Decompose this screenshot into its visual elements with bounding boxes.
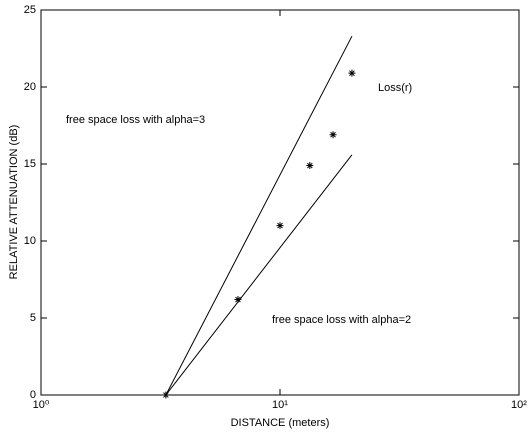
marker — [234, 296, 242, 304]
marker — [162, 391, 170, 399]
plot-frame — [40, 9, 520, 396]
y-tick-label: 25 — [24, 4, 36, 16]
line — [165, 35, 353, 396]
marker — [329, 131, 337, 139]
marker — [348, 69, 356, 77]
x-axis-label: DISTANCE (meters) — [231, 417, 330, 429]
y-tick-label: 20 — [24, 81, 36, 93]
x-tick-label: 10¹ — [272, 399, 288, 411]
x-tick-label: 10⁰ — [33, 399, 50, 411]
y-tick-label: 5 — [30, 312, 36, 324]
annotation: free space loss with alpha=2 — [272, 314, 411, 326]
marker — [306, 162, 314, 170]
y-tick-label: 15 — [24, 158, 36, 170]
marker — [276, 222, 284, 230]
annotation: free space loss with alpha=3 — [66, 114, 205, 126]
y-tick-label: 0 — [30, 389, 36, 401]
annotation: Loss(r) — [378, 82, 412, 94]
y-tick-label: 10 — [24, 235, 36, 247]
x-tick-label: 10² — [511, 399, 527, 411]
y-axis-label: RELATIVE ATTENUATION (dB) — [8, 125, 20, 280]
line — [165, 154, 353, 396]
